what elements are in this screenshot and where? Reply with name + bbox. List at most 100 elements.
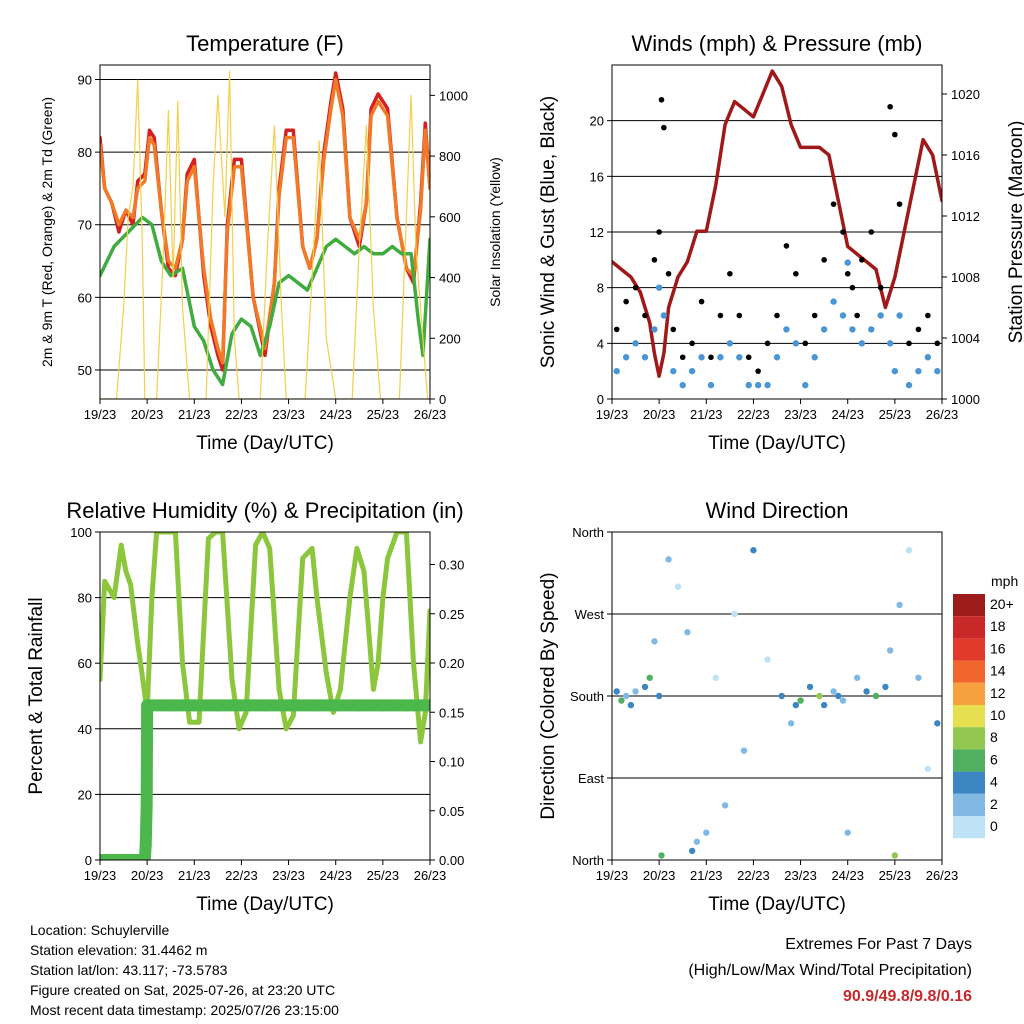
y2-tick-label: 0.10 <box>439 755 464 770</box>
data-point <box>679 381 686 389</box>
data-point <box>641 354 649 361</box>
data-point <box>896 312 903 319</box>
figure-created: Figure created on Sat, 2025-07-26, at 23… <box>30 982 336 998</box>
legend-swatch <box>953 771 985 794</box>
data-point <box>830 201 837 207</box>
y-tick-label: 0 <box>85 853 92 868</box>
data-point <box>670 367 677 375</box>
data-point <box>802 340 809 347</box>
x-tick-label: 19/23 <box>84 407 117 422</box>
precip-point <box>138 854 151 860</box>
y-tick-label: East <box>578 771 604 786</box>
y-tick-label: 90 <box>78 73 92 88</box>
y2-tick-label: 1004 <box>951 331 980 346</box>
data-point <box>613 326 620 333</box>
data-point <box>613 688 620 695</box>
y2-tick-label: 1000 <box>439 88 468 103</box>
extremes-values: 90.9/49.8/9.8/0.16 <box>843 988 972 1005</box>
data-point <box>872 692 880 700</box>
series-solar-insolation <box>100 70 429 399</box>
legend-swatch <box>953 638 985 661</box>
data-point <box>646 674 653 681</box>
series-station-pressure <box>612 69 942 378</box>
data-point <box>665 556 672 563</box>
x-tick-label: 20/23 <box>643 407 676 422</box>
data-point <box>774 312 780 319</box>
legend-label: 18 <box>990 618 1006 634</box>
data-point <box>754 381 762 389</box>
plot-frame <box>611 64 943 400</box>
data-point <box>853 674 861 681</box>
precip-point <box>306 699 319 712</box>
chart-panel-3: Wind DirectionNorthEastSouthWestNorth19/… <box>538 498 1018 915</box>
data-point <box>764 340 771 347</box>
data-point <box>703 829 710 836</box>
precip-point <box>164 699 177 712</box>
y-tick-label: 8 <box>597 281 604 296</box>
data-point <box>849 284 856 291</box>
legend-label: 10 <box>990 707 1006 723</box>
extremes-title: Extremes For Past 7 Days <box>785 936 972 953</box>
data-point <box>727 270 733 277</box>
y-tick-label: 100 <box>70 525 92 540</box>
chart-title: Wind Direction <box>705 498 848 523</box>
data-point <box>924 765 932 773</box>
data-point <box>688 367 696 375</box>
x-tick-label: 25/23 <box>879 868 912 883</box>
y-axis-label: 2m & 9m T (Red, Orange) & 2m Td (Green) <box>39 97 55 367</box>
x-tick-label: 26/23 <box>926 407 959 422</box>
legend-title: mph <box>991 573 1018 589</box>
data-point <box>840 229 846 235</box>
y-tick-label: 80 <box>78 591 92 606</box>
data-point <box>844 829 851 836</box>
data-point <box>934 367 941 375</box>
y-tick-label: West <box>575 607 605 622</box>
data-point <box>797 697 804 704</box>
y-tick-label: North <box>572 853 604 868</box>
data-point <box>670 326 677 333</box>
extremes-subtitle: (High/Low/Max Wind/Total Precipitation) <box>688 962 972 979</box>
x-tick-label: 19/23 <box>596 868 629 883</box>
legend-label: 4 <box>990 774 998 790</box>
y2-tick-label: 1008 <box>951 270 980 285</box>
data-point <box>684 629 691 636</box>
data-point <box>717 312 724 319</box>
data-point <box>806 683 814 691</box>
data-point <box>717 354 724 361</box>
y-axis-label: Direction (Colored By Speed) <box>538 572 559 819</box>
x-tick-label: 21/23 <box>690 407 723 422</box>
data-point <box>877 312 884 319</box>
data-point <box>627 701 635 709</box>
y2-tick-label: 1000 <box>951 392 980 407</box>
data-point <box>693 838 701 845</box>
data-point <box>778 692 785 700</box>
data-point <box>892 131 898 138</box>
data-point <box>811 354 818 361</box>
y2-tick-label: 0.25 <box>439 607 464 622</box>
data-point <box>689 340 695 347</box>
data-point <box>830 688 837 695</box>
data-point <box>613 367 620 375</box>
precip-point <box>140 797 153 810</box>
y-tick-label: South <box>570 689 604 704</box>
recent-timestamp: Most recent data timestamp: 2025/07/26 2… <box>30 1002 339 1018</box>
data-point <box>618 697 625 704</box>
precip-point <box>235 699 248 712</box>
data-point <box>868 326 875 333</box>
data-point <box>835 692 842 700</box>
data-point <box>792 340 800 347</box>
legend-label: 2 <box>990 796 998 812</box>
data-point <box>655 692 663 700</box>
legend-label: 12 <box>990 685 1006 701</box>
data-point <box>755 368 761 374</box>
chart-panel-1: Winds (mph) & Pressure (mb) 0 4 8 12 16 20 1000… <box>538 31 1024 454</box>
data-point <box>802 381 809 389</box>
y-tick-label: 60 <box>78 656 92 671</box>
y-tick-label: 40 <box>78 722 92 737</box>
data-point <box>886 647 894 654</box>
precip-point <box>329 699 342 712</box>
chart-title: Temperature (F) <box>186 31 344 56</box>
y-axis-label: Percent & Total Rainfall <box>26 597 47 794</box>
data-point <box>623 298 629 305</box>
x-axis-label: Time (Day/UTC) <box>196 894 334 915</box>
